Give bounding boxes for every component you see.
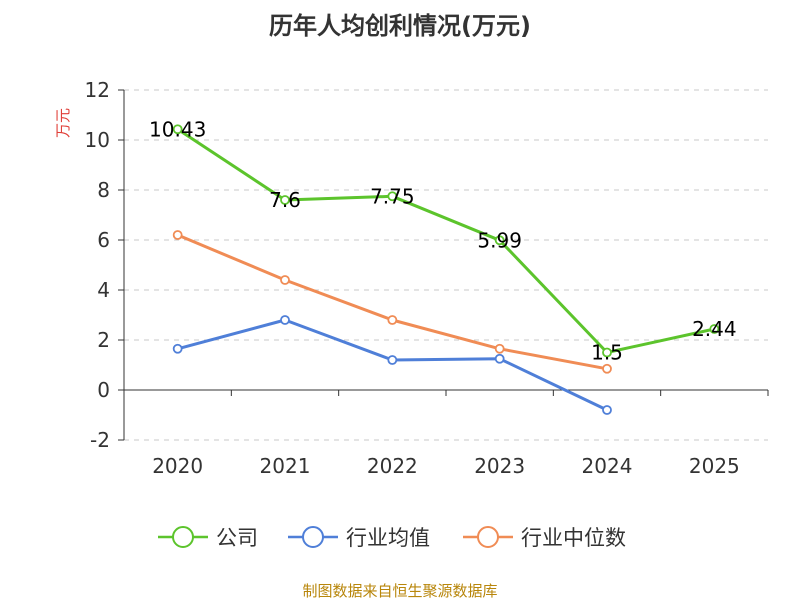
data-label: 7.6 [269,188,301,212]
data-label: 7.75 [370,184,415,208]
x-tick-label: 2021 [260,454,311,478]
data-point [172,230,183,240]
data-label: 1.5 [591,341,623,365]
data-point [709,324,720,334]
legend-marker [172,526,194,548]
data-point [280,315,290,325]
y-tick-label: 12 [85,78,110,102]
data-point [387,355,398,365]
data-point [494,343,505,354]
y-tick-label: 6 [97,228,110,252]
data-point [172,124,183,135]
data-point [280,275,290,285]
y-tick-label: 8 [97,178,110,202]
x-tick-label: 2023 [474,454,525,478]
y-tick-label: 0 [97,378,110,402]
x-tick-label: 2024 [582,454,633,478]
series-line [177,318,608,412]
legend-label: 行业均值 [346,526,430,550]
data-label: 5.99 [477,228,522,252]
legend-label: 公司 [216,526,258,550]
legend-label: 行业中位数 [521,526,626,550]
data-point [602,405,612,415]
y-axis-unit-label: 万元 [54,108,72,138]
x-tick-label: 2022 [367,454,418,478]
data-point [494,235,505,246]
legend-marker [302,526,324,548]
source-note: 制图数据来自恒生聚源数据库 [302,582,497,600]
data-label: 2.44 [692,317,737,341]
data-point [602,363,612,374]
y-tick-label: 2 [97,328,110,352]
data-point [387,191,398,202]
data-point [494,353,505,364]
y-tick-label: 4 [97,278,110,302]
data-labels: 10.43 7.6 7.75 5.99 1.5 2.44 [149,117,737,364]
grid-lines [124,89,768,441]
legend: 公司 行业均值 行业中位数 [158,526,626,550]
series-lines [172,124,720,415]
x-tick-label: 2020 [152,454,203,478]
series-line [176,128,715,354]
data-point [280,195,290,205]
legend-marker [477,526,499,548]
data-point [172,343,183,354]
y-tick-label: -2 [90,428,110,452]
x-tick-label: 2025 [689,454,740,478]
y-tick-label: 10 [85,128,110,152]
data-point [387,315,398,325]
data-point [602,347,612,358]
chart-title: 历年人均创利情况(万元) [269,12,531,40]
axes: 12 10 8 6 4 2 0 -2 2020 2021 2022 2023 2024 2025 [85,78,769,478]
series-line [177,233,608,371]
data-label: 10.43 [149,117,206,141]
